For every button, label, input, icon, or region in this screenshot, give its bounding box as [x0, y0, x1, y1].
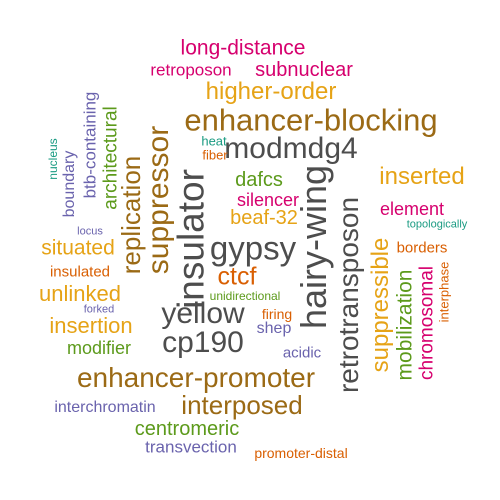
word-acidic: acidic — [282, 344, 322, 362]
word-interphase: interphase — [436, 261, 452, 323]
word-centromeric: centromeric — [134, 418, 240, 440]
word-interposed: interposed — [181, 390, 303, 420]
word-enhancer-blocking: enhancer-blocking — [184, 102, 438, 138]
word-mobilization: mobilization — [393, 269, 417, 381]
word-suppressible: suppressible — [367, 237, 394, 373]
word-cp190: cp190 — [162, 326, 244, 359]
word-firing: firing — [261, 306, 293, 322]
word-promoter-distal: promoter-distal — [254, 445, 348, 461]
word-borders: borders — [396, 239, 448, 257]
word-dafcs: dafcs — [235, 169, 283, 191]
word-boundary: boundary — [61, 150, 78, 218]
word-suppressor: suppressor — [142, 125, 175, 275]
word-retrotransposon: retrotransposon — [333, 196, 364, 394]
word-inserted: inserted — [379, 163, 465, 190]
word-nucleus: nucleus — [46, 138, 60, 180]
word-shep: shep — [256, 320, 292, 337]
word-silencer: silencer — [236, 190, 300, 210]
word-hairy-wing: hairy-wing — [293, 164, 334, 330]
word-yellow: yellow — [161, 297, 245, 330]
word-locus: locus — [77, 225, 103, 238]
word-retroposon: retroposon — [150, 60, 232, 80]
word-replication: replication — [116, 155, 146, 275]
word-enhancer-promoter: enhancer-promoter — [76, 362, 316, 393]
word-topologically: topologically — [406, 218, 468, 231]
word-element: element — [379, 199, 445, 219]
word-insulated: insulated — [49, 263, 111, 281]
word-btb-containing: btb-containing — [80, 91, 100, 199]
word-subnuclear: subnuclear — [255, 59, 353, 81]
word-modmdg4: modmdg4 — [224, 132, 358, 165]
word-modifier: modifier — [66, 338, 132, 358]
word-forked: forked — [83, 303, 115, 316]
word-gypsy: gypsy — [209, 229, 297, 267]
word-higher-order: higher-order — [205, 78, 337, 105]
word-heat: heat — [201, 133, 227, 149]
word-insertion: insertion — [49, 313, 133, 338]
word-long-distance: long-distance — [180, 36, 306, 60]
word-insulator: insulator — [170, 169, 212, 309]
word-unlinked: unlinked — [39, 281, 121, 306]
word-situated: situated — [41, 236, 115, 260]
word-beaf-32: beaf-32 — [230, 207, 298, 229]
word-transvection: transvection — [145, 437, 237, 457]
word-chromosomal: chromosomal — [416, 265, 438, 381]
word-unidirectional: unidirectional — [209, 289, 281, 303]
word-ctcf: ctcf — [217, 262, 257, 291]
word-fiber: fiber — [202, 147, 228, 163]
word-interchromatin: interchromatin — [54, 399, 156, 416]
